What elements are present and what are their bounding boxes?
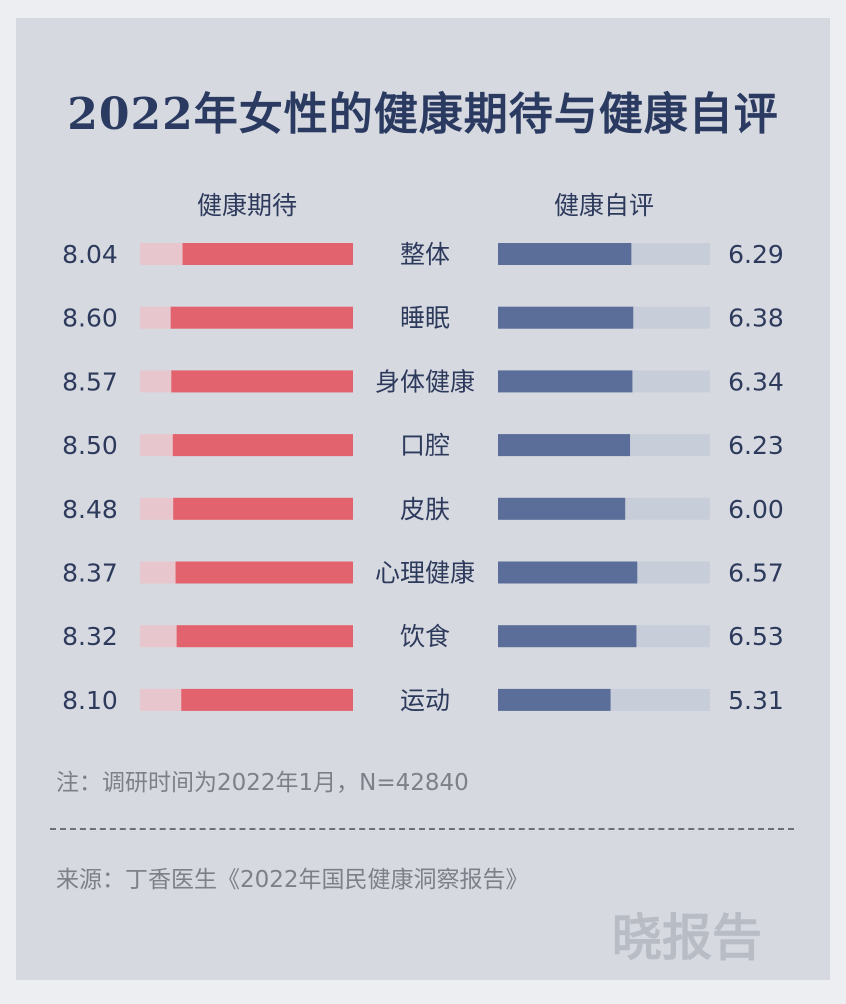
expectation-bar [182, 243, 353, 265]
category-label: 整体 [400, 240, 450, 269]
expectation-bar [181, 688, 353, 711]
expectation-bar [175, 561, 353, 584]
self-rating-bar [498, 688, 611, 711]
self-rating-value-label: 6.34 [728, 367, 784, 396]
expectation-value-label: 8.37 [62, 559, 118, 588]
expectation-value-label: 8.57 [62, 367, 118, 396]
expectation-value-label: 8.10 [62, 686, 118, 715]
self-rating-bar [498, 306, 634, 329]
category-label: 口腔 [400, 431, 450, 460]
self-rating-value-label: 6.38 [728, 304, 784, 333]
expectation-bar [170, 306, 353, 329]
self-rating-bar [498, 243, 632, 265]
watermark-logo: 晓报告 [612, 909, 762, 967]
self-rating-value-label: 6.23 [728, 431, 784, 460]
legend-expectation: 健康期待 [196, 191, 297, 220]
self-rating-value-label: 6.57 [728, 559, 784, 588]
self-rating-bar [498, 497, 626, 520]
expectation-value-label: 8.50 [62, 431, 118, 460]
dashed-divider [50, 828, 794, 830]
note: 注：调研时间为2022年1月，N=42840 [56, 770, 469, 796]
self-rating-value-label: 6.53 [728, 622, 784, 651]
category-label: 饮食 [400, 622, 450, 651]
expectation-bar [173, 497, 353, 520]
legend-self-rating: 健康自评 [553, 191, 654, 220]
expectation-value-label: 8.32 [62, 622, 118, 651]
self-rating-bar [498, 370, 633, 393]
expectation-value-label: 8.48 [62, 495, 118, 524]
self-rating-value-label: 6.29 [728, 240, 784, 269]
category-label: 心理健康 [375, 559, 475, 588]
chart-title: 2022年女性的健康期待与健康自评 [67, 89, 779, 140]
self-rating-bar [498, 625, 637, 648]
category-label: 皮肤 [400, 495, 450, 524]
expectation-value-label: 8.60 [62, 304, 118, 333]
self-rating-bar [498, 561, 638, 584]
self-rating-value-label: 5.31 [728, 686, 784, 715]
expectation-bar [171, 370, 353, 393]
expectation-value-label: 8.04 [62, 240, 118, 269]
source: 来源：丁香医生《2022年国民健康洞察报告》 [56, 867, 529, 893]
self-rating-value-label: 6.00 [728, 495, 784, 524]
expectation-bar [176, 625, 353, 648]
category-label: 身体健康 [375, 367, 475, 396]
category-label: 睡眠 [400, 304, 450, 333]
self-rating-bar [498, 434, 631, 457]
expectation-bar [172, 434, 353, 457]
category-label: 运动 [400, 686, 450, 715]
